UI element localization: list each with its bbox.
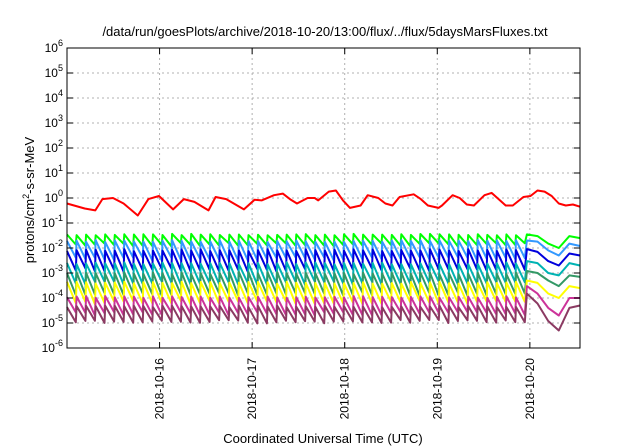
y-tick-label: 106	[45, 38, 63, 55]
y-tick-label: 10-2	[42, 238, 63, 255]
y-tick-label: 102	[45, 138, 63, 155]
y-tick-label: 100	[45, 188, 63, 205]
series-line-8	[66, 292, 581, 332]
series-line-6	[66, 279, 581, 306]
x-axis-label: Coordinated Universal Time (UTC)	[223, 431, 422, 446]
series-line-2	[66, 239, 581, 262]
y-tick-label: 104	[45, 88, 63, 105]
x-tick-label: 2018-10-17	[245, 358, 259, 420]
y-axis-label: protons/cm2-s-sr-MeV	[21, 136, 37, 263]
y-tick-labels: 10-6 10-5 10-4 10-3 10-2 10-1 100 101 102 103 104 1…	[42, 38, 63, 355]
y-tick-label: 10-4	[42, 288, 63, 305]
y-tick-label: 103	[45, 113, 63, 130]
series-line-5	[66, 270, 581, 297]
series-line-0	[66, 189, 581, 217]
series-line-1	[66, 232, 581, 249]
x-tick-label: 2018-10-19	[430, 358, 444, 420]
y-tick-label: 105	[45, 63, 63, 80]
x-tick-label: 2018-10-16	[153, 358, 167, 420]
y-tick-label: 10-6	[42, 338, 63, 355]
y-tick-label: 10-5	[42, 313, 63, 330]
series-layer	[66, 189, 581, 332]
series-line-3	[66, 248, 581, 273]
chart-title: /data/run/goesPlots/archive/2018-10-20/1…	[102, 24, 548, 39]
x-tick-label: 2018-10-20	[523, 358, 537, 420]
y-tick-label: 101	[45, 163, 63, 180]
y-tick-label: 10-1	[42, 213, 63, 230]
series-line-4	[66, 260, 581, 286]
x-tick-label: 2018-10-18	[338, 358, 352, 420]
series-line-7	[66, 285, 580, 317]
axis-ticks	[67, 47, 580, 349]
y-tick-label: 10-3	[42, 263, 63, 280]
x-tick-labels: 2018-10-16 2018-10-17 2018-10-18 2018-10-19…	[153, 358, 537, 420]
